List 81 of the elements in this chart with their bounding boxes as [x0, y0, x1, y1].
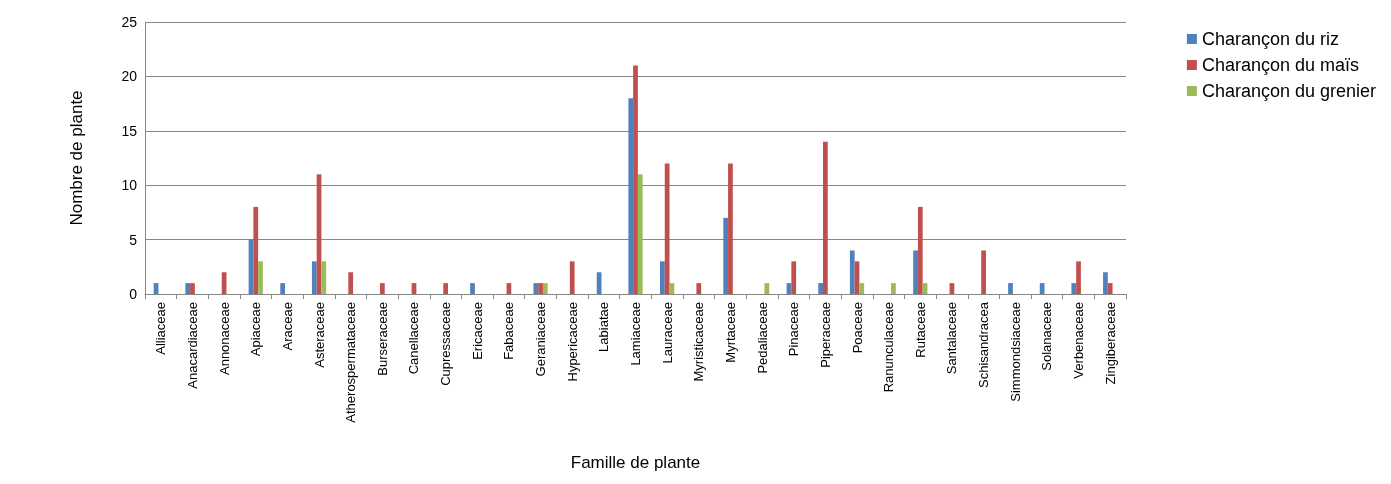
x-tick-label: Fabaceae [501, 302, 517, 360]
bar [981, 250, 986, 294]
x-axis-title: Famille de plante [570, 453, 701, 472]
y-tick-label: 0 [129, 286, 138, 302]
y-tick-label: 5 [129, 231, 138, 248]
legend-label: Charançon du maïs [1201, 55, 1359, 75]
legend-label: Charançon du riz [1201, 29, 1339, 49]
bar [791, 261, 797, 294]
bar [1008, 283, 1013, 294]
x-tick-label: Annonaceae [216, 302, 232, 376]
x-tick-label: Myristicaceae [691, 302, 707, 382]
x-tick-label: Piperaceae [817, 302, 833, 368]
x-tick-label: Simmondsiaceae [1007, 302, 1023, 402]
x-tick-label: Rutaceae [912, 302, 928, 358]
x-tick-label: Ericaceae [469, 302, 485, 360]
bar [1071, 283, 1077, 294]
bar [311, 261, 317, 294]
bar [849, 250, 855, 294]
x-tick-label: Cupressaceae [438, 302, 454, 386]
bar [891, 283, 896, 294]
x-tick-label: Pedaliaceae [754, 302, 770, 374]
bar [1076, 261, 1081, 294]
bar [443, 283, 448, 294]
bar [859, 283, 865, 294]
bar [538, 283, 543, 294]
bar [660, 261, 665, 294]
x-tick-label: Verbenaceae [1071, 302, 1087, 379]
x-tick-label: Atherospermataceae [343, 302, 359, 423]
bar [1103, 272, 1108, 294]
x-tick-label: Burseraceae [374, 302, 390, 376]
y-tick-label: 20 [121, 68, 138, 85]
x-tick-label: Lamiaceae [628, 302, 643, 366]
x-tick-label: Santalaceae [944, 302, 960, 375]
x-tick-label: Lauraceae [659, 302, 675, 364]
bar [258, 261, 263, 294]
x-tick-label: Canellaceae [406, 302, 422, 375]
bar [628, 98, 634, 294]
x-tick-label: Myrtaceae [722, 302, 738, 363]
x-tick-label: Labiatae [596, 302, 612, 352]
bar [723, 217, 729, 294]
bar [379, 283, 385, 294]
y-tick-label: 10 [121, 177, 138, 194]
bar [253, 206, 259, 294]
bar [823, 141, 828, 294]
bar [185, 283, 191, 294]
bar [190, 283, 195, 294]
x-tick-label: Solanaceae [1039, 302, 1055, 371]
x-tick-label: Pinaceae [786, 302, 802, 357]
bar [1107, 283, 1113, 294]
bar [728, 163, 733, 294]
bar [917, 206, 923, 294]
bar [1039, 283, 1045, 294]
x-tick-label: Schisandracea [976, 301, 992, 388]
bar [321, 261, 327, 294]
bar [764, 283, 770, 294]
bar [348, 272, 354, 294]
y-axis-title: Nombre de plante [67, 90, 86, 226]
bar [633, 65, 638, 294]
x-tick-label: Hypericaceae [564, 302, 580, 382]
bar [533, 283, 539, 294]
x-tick-label: Alliaceae [153, 302, 169, 355]
x-tick-label: Apiaceae [248, 302, 264, 357]
x-tick-label: Araceae [279, 302, 295, 351]
bar [637, 174, 643, 294]
bar [280, 283, 286, 294]
x-tick-label: Zingiberaceae [1102, 302, 1118, 385]
bar [818, 283, 823, 294]
x-tick-label: Anacardiaceae [184, 302, 200, 389]
bar [696, 283, 702, 294]
x-tick-label: Poaceae [849, 302, 865, 354]
bar [569, 261, 575, 294]
legend-label: Charançon du grenier [1201, 81, 1377, 101]
x-tick-label: Asteraceae [311, 302, 327, 368]
bar [542, 283, 548, 294]
bar [664, 163, 670, 294]
y-tick-label: 15 [121, 122, 138, 139]
y-tick-label: 25 [121, 14, 138, 30]
bar [470, 283, 475, 294]
x-tick-label: Ranunculaceae [881, 302, 897, 393]
x-tick-label: Geraniaceae [533, 302, 549, 377]
bar [913, 250, 918, 294]
